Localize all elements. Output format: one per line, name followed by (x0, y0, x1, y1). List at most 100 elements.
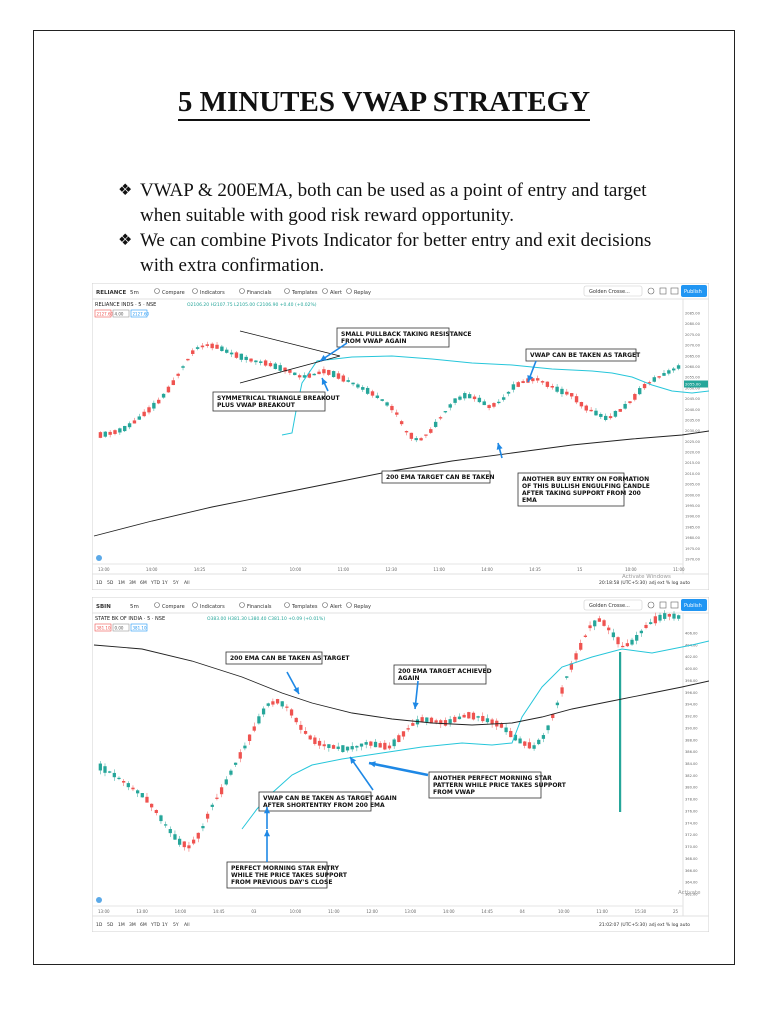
arrow-head (412, 702, 419, 709)
y-tick-label: 1985.00 (685, 525, 701, 529)
candle-body (327, 369, 331, 375)
template-select (583, 285, 643, 297)
candle-body (560, 388, 564, 395)
toolbar-item-label: Alert (330, 604, 342, 610)
replay-icon (346, 288, 352, 294)
candle-body (555, 386, 559, 392)
annotation-note-line: VWAP CAN BE TAKEN AS TARGET AGAIN (263, 795, 397, 802)
candle-body (113, 430, 117, 434)
candle-body (103, 766, 107, 773)
toolbar-item-label: Templates (291, 290, 318, 296)
toolbar-item-label: Templates (291, 604, 318, 610)
y-tick-label: 366.00 (685, 869, 698, 873)
annotation-note-line: PLUS VWAP BREAKOUT (217, 402, 296, 409)
candle-body (657, 376, 661, 378)
range-button-label: All (184, 922, 190, 928)
candle-body (254, 360, 258, 363)
y-tick-label: 2035.00 (685, 418, 701, 422)
x-tick-label: 14:00 (175, 909, 187, 914)
y-tick-label: 368.00 (685, 857, 698, 861)
annotation-note-line: PATTERN WHILE PRICE TAKES SUPPORT (433, 782, 567, 789)
y-tick-label: 362.00 (685, 893, 698, 897)
candle-body (527, 742, 532, 749)
candle-body (161, 393, 166, 398)
camera-icon (670, 287, 679, 295)
arrow-head (293, 687, 299, 694)
candle-body (397, 735, 401, 743)
templates-icon (284, 288, 290, 294)
last-price-label: 2055.00 (685, 382, 701, 387)
candle-body (467, 394, 472, 399)
candle-body (392, 739, 396, 747)
publish-button (681, 599, 707, 611)
candle-body (152, 402, 156, 409)
candle-body (458, 396, 462, 400)
candle-body (201, 826, 205, 829)
candle-body (406, 728, 410, 730)
publish-label: Publish (684, 603, 702, 609)
price-box-label: 4.00 (115, 312, 124, 317)
candle-body (259, 361, 263, 363)
candle-body (355, 745, 359, 748)
candle-body (257, 716, 261, 724)
candle-body (373, 741, 378, 748)
candle-body (448, 404, 452, 408)
arrow-head (321, 378, 328, 385)
ohlc-readout: O2106.20 H2107.75 L2105.00 C2106.90 +0.4… (187, 302, 317, 308)
candle-body (569, 393, 574, 397)
candle-body (191, 350, 195, 354)
candle-body (285, 706, 289, 708)
price-box-label: 381.10 (97, 626, 111, 631)
annotation-note-line: AGAIN (398, 675, 419, 682)
x-tick-label: 10:00 (290, 909, 302, 914)
candle-body (516, 382, 520, 387)
range-button-label: 5D (107, 580, 114, 586)
legend-label: STATE BK OF INDIA · 5 · NSE (95, 616, 165, 622)
candle-body (521, 381, 525, 383)
candle-body (485, 718, 490, 723)
symbol-label: RELIANCE (96, 290, 126, 296)
x-tick-label: 12:30 (386, 567, 398, 572)
range-button-label: 5Y (173, 580, 179, 586)
candle-body (540, 381, 545, 383)
candle-body (603, 415, 608, 420)
template-select (583, 599, 643, 611)
candle-body (308, 735, 312, 740)
candle-body (395, 412, 399, 415)
price-box (112, 623, 130, 632)
candle-body (359, 743, 364, 747)
candle-body (365, 387, 370, 394)
candle-body (667, 370, 671, 374)
candle-body (662, 373, 666, 376)
candle-body (644, 624, 648, 629)
y-tick-label: 372.00 (685, 833, 698, 837)
candle-body (509, 730, 513, 738)
x-tick-label: 14:45 (481, 909, 493, 914)
candle-body (380, 399, 384, 401)
annotation-note-line: ANOTHER BUY ENTRY ON FORMATION (522, 476, 649, 483)
y-tick-label: 376.00 (685, 809, 698, 813)
candle-body (550, 385, 554, 388)
candle-body (546, 725, 550, 731)
candle-body (429, 429, 433, 433)
candle-body (630, 639, 634, 645)
y-tick-label: 2030.00 (685, 429, 701, 433)
candle-body (608, 416, 613, 419)
y-tick-label: 400.00 (685, 667, 698, 671)
candle-body (210, 343, 214, 349)
candle-body (499, 723, 504, 728)
y-tick-label: 396.00 (685, 691, 698, 695)
candle-body (132, 420, 137, 424)
candle-body (492, 403, 496, 407)
candle-body (307, 373, 312, 378)
diamond-bullet-icon: ❖ (118, 232, 133, 249)
candle-body (317, 371, 321, 375)
candle-body (140, 793, 144, 798)
candle-body (112, 772, 116, 778)
candle-body (583, 635, 588, 637)
candle-body (419, 438, 423, 441)
x-tick-label: 14:25 (194, 567, 206, 572)
candle-body (171, 380, 176, 386)
annotation-note-line: AFTER SHORTENTRY FROM 200 EMA (263, 802, 385, 809)
sbin-chart-screenshot: SBIN 5m Compare Indicators Financials Templat… (92, 597, 709, 932)
